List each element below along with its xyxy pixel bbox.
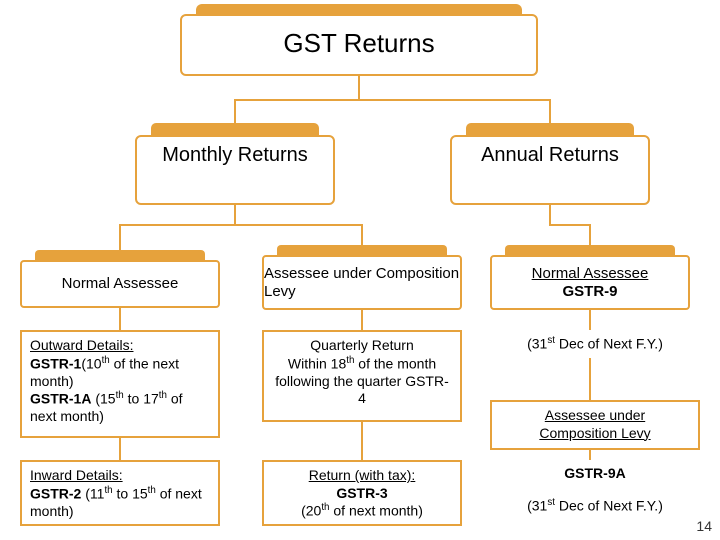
- gstr9a-label: GSTR-9A: [564, 465, 625, 481]
- page-number: 14: [696, 518, 712, 534]
- quarterly-return-box: Quarterly Return Within 18th of the mont…: [262, 330, 462, 422]
- normal-assessee-label: Normal Assessee: [62, 275, 179, 293]
- gstr2-label: GSTR-2: [30, 485, 81, 501]
- outward-details-box: Outward Details: GSTR-1(10th of the next…: [20, 330, 220, 438]
- composition-levy-label: Assessee under Composition Levy: [264, 265, 460, 301]
- gstr9a-due-date: (31st Dec of Next F.Y.): [490, 492, 700, 516]
- gstr9-due-date: (31st Dec of Next F.Y.): [490, 330, 700, 358]
- inward-heading: Inward Details:: [30, 467, 123, 483]
- monthly-box: Monthly Returns: [135, 135, 335, 205]
- gstr3-label: GSTR-3: [336, 485, 387, 501]
- annual-composition-levy-box: Assessee under Composition Levy: [490, 400, 700, 450]
- annual-assessee-label: Normal Assessee: [532, 265, 649, 283]
- gstr3-box: Return (with tax): GSTR-3 (20th of next …: [262, 460, 462, 526]
- return3-heading: Return (with tax):: [309, 467, 416, 483]
- annual-label: Annual Returns: [481, 144, 619, 166]
- gstr1a-label: GSTR-1A: [30, 391, 91, 407]
- normal-assessee-box: Normal Assessee: [20, 260, 220, 308]
- gstr1-label: GSTR-1: [30, 355, 81, 371]
- composition-levy-box: Assessee under Composition Levy: [262, 255, 462, 310]
- gstr9a-box: GSTR-9A: [490, 460, 700, 488]
- gstr9-label: GSTR-9: [562, 283, 617, 301]
- annual-complevy-l2: Composition Levy: [539, 425, 650, 441]
- root-label: GST Returns: [180, 28, 538, 59]
- inward-details-box: Inward Details: GSTR-2 (11th to 15th of …: [20, 460, 220, 526]
- quarterly-l1: Quarterly Return: [310, 337, 413, 353]
- annual-assessee-box: Normal Assessee GSTR-9: [490, 255, 690, 310]
- annual-complevy-l1: Assessee under: [545, 407, 645, 423]
- outward-heading: Outward Details:: [30, 337, 133, 353]
- monthly-label: Monthly Returns: [162, 144, 308, 166]
- annual-box: Annual Returns: [450, 135, 650, 205]
